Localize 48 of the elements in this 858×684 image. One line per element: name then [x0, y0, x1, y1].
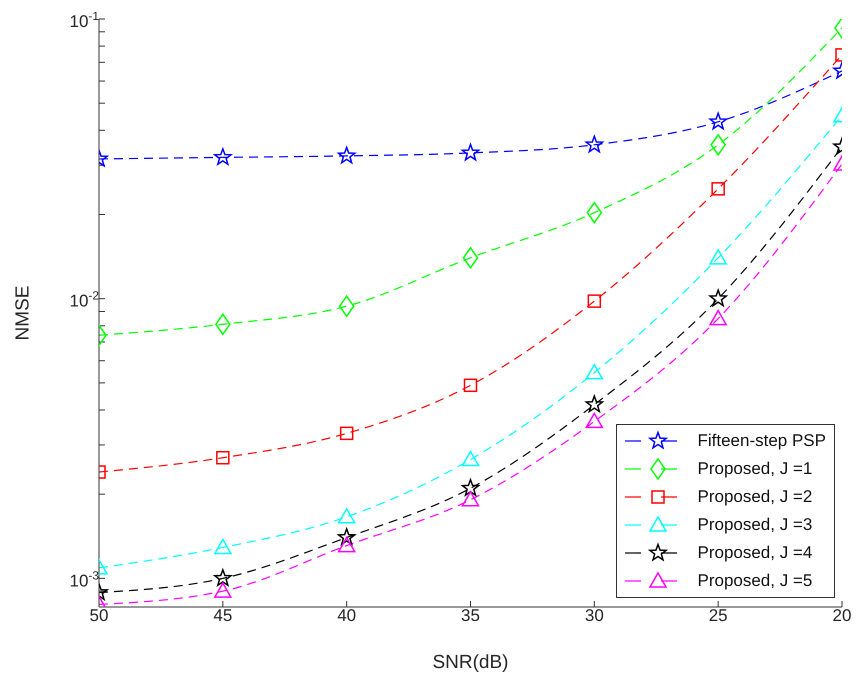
point — [464, 378, 478, 392]
point — [709, 112, 727, 130]
point — [214, 538, 232, 554]
x-tick-label: 25 — [708, 606, 728, 625]
point — [586, 202, 602, 224]
point — [462, 247, 478, 269]
legend-label: Proposed, J =3 — [697, 515, 812, 535]
point — [214, 582, 232, 598]
legend-label: Proposed, J =4 — [697, 543, 812, 563]
legend-label: Proposed, J =5 — [697, 571, 812, 591]
point — [338, 146, 356, 164]
point — [338, 508, 356, 524]
y-tick-label: 10$^{-2}$ — [70, 288, 100, 311]
y-tick-label: 10$^{-3}$ — [70, 568, 100, 590]
x-tick-label: 20 — [832, 606, 852, 625]
point — [709, 289, 727, 306]
point — [586, 136, 604, 152]
x-tick-label: 40 — [337, 606, 356, 625]
point — [214, 148, 232, 166]
point — [216, 450, 230, 464]
x-tick-label: 45 — [213, 606, 232, 625]
point — [338, 528, 356, 546]
point — [462, 479, 480, 496]
x-tick-label: 30 — [584, 606, 604, 625]
x-axis-title: SNR(dB) — [432, 652, 509, 673]
y-tick-label: 10$^{-1}$ — [70, 9, 100, 31]
point — [338, 295, 354, 317]
point — [462, 144, 480, 161]
point — [586, 364, 604, 380]
y-axis-title: NMSE — [12, 286, 34, 340]
point — [586, 412, 604, 428]
point — [338, 536, 356, 552]
point — [709, 310, 727, 326]
x-tick-label: 50 — [90, 606, 108, 625]
point — [214, 569, 232, 586]
point — [215, 314, 231, 336]
x-tick-label: 35 — [461, 606, 480, 625]
point — [709, 249, 727, 265]
point — [462, 450, 480, 466]
legend-label: Fifteen-step PSP — [697, 431, 826, 451]
point — [586, 395, 604, 412]
point — [710, 134, 726, 156]
point — [462, 491, 480, 507]
point — [711, 182, 725, 196]
legend-label: Proposed, J =2 — [697, 487, 812, 507]
point — [340, 426, 354, 440]
legend-label: Proposed, J =1 — [697, 459, 812, 479]
point — [588, 294, 602, 308]
